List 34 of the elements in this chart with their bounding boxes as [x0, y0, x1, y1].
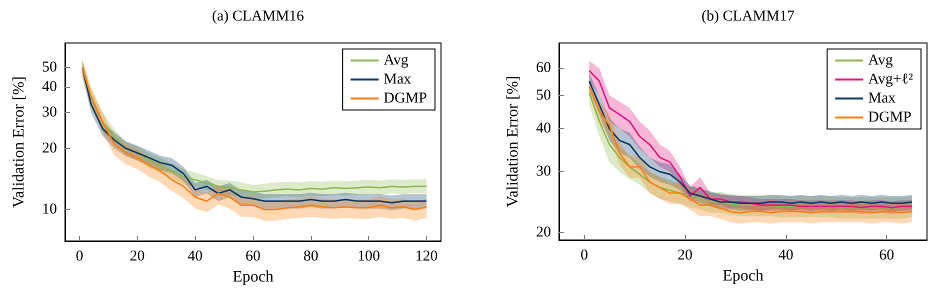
y-tick-label: 20 — [536, 224, 551, 240]
x-tick-label: 100 — [357, 248, 380, 264]
y-tick-label: 10 — [42, 202, 57, 218]
x-tick-label: 80 — [303, 248, 318, 264]
x-axis-title: Epoch — [232, 268, 274, 286]
legend-label: Max — [384, 72, 412, 88]
chart-title: (b) CLAMM17 — [702, 8, 795, 24]
x-tick-label: 120 — [415, 248, 438, 264]
x-tick-label: 20 — [678, 248, 693, 264]
x-tick-label: 40 — [778, 248, 794, 264]
legend-label: Avg — [384, 52, 409, 68]
x-tick-label: 0 — [76, 248, 84, 264]
x-tick-label: 0 — [580, 248, 588, 264]
y-tick-label: 30 — [42, 104, 57, 121]
x-tick-label: 20 — [130, 248, 145, 264]
chart-title: (a) CLAMM16 — [212, 8, 305, 24]
y-tick-label: 60 — [536, 60, 551, 76]
y-tick-label: 30 — [536, 164, 551, 180]
legend-label: Avg+ℓ² — [868, 72, 914, 88]
y-axis-title: Validation Error [%] — [10, 76, 28, 208]
y-tick-label: 50 — [536, 87, 551, 104]
y-tick-label: 50 — [42, 60, 57, 76]
y-tick-label: 40 — [536, 120, 551, 137]
legend-label: DGMP — [384, 90, 428, 106]
legend-label: Max — [868, 90, 896, 106]
legend-label: Avg — [868, 52, 894, 68]
legend-label: DGMP — [868, 110, 912, 126]
x-tick-label: 40 — [188, 248, 203, 264]
x-tick-label: 60 — [246, 248, 260, 264]
y-axis-title: Validation Error [%] — [504, 76, 522, 208]
y-tick-label: 40 — [42, 79, 57, 96]
y-tick-label: 20 — [42, 140, 57, 156]
x-tick-label: 60 — [879, 248, 894, 264]
x-axis-title: Epoch — [722, 268, 764, 284]
